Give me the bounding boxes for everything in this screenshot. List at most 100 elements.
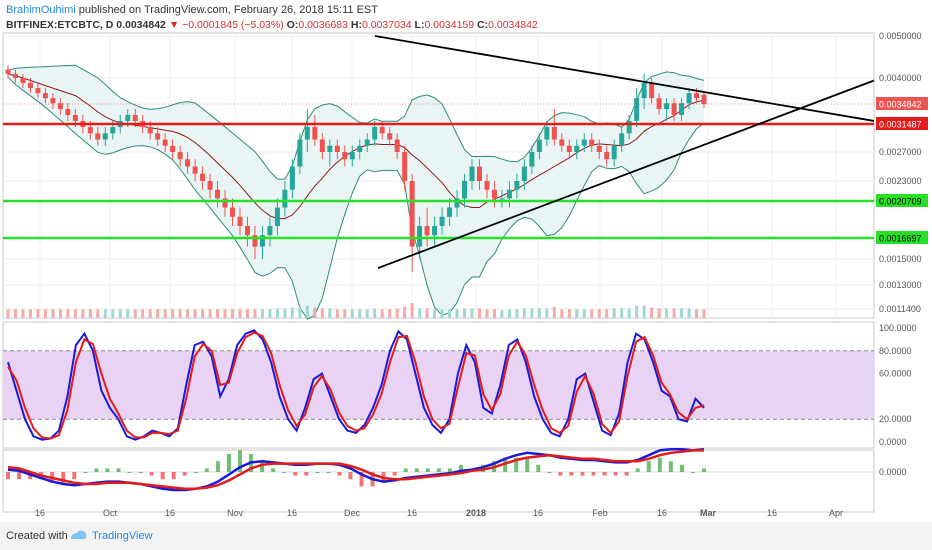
time-axis-label: 16: [165, 508, 175, 518]
volume-bar: [223, 309, 227, 318]
volume-bar: [365, 309, 369, 318]
tradingview-brand-link[interactable]: TradingView: [92, 530, 153, 542]
macd-histogram-bar: [447, 468, 452, 472]
candle-body: [297, 139, 303, 167]
candle-body: [491, 189, 497, 199]
candle-body: [259, 235, 265, 247]
volume-bar: [178, 309, 182, 318]
macd-histogram-bar: [348, 472, 353, 480]
time-axis-label: 16: [407, 508, 417, 518]
volume-bar: [433, 309, 437, 318]
stochastic-axis-label: 80.0000: [879, 346, 912, 356]
volume-bar: [305, 305, 309, 318]
candle-body: [57, 103, 63, 110]
volume-bar: [642, 305, 646, 318]
candle-body: [244, 225, 250, 236]
time-axis-label: 2018: [466, 508, 486, 518]
volume-bar: [485, 309, 489, 318]
volume-bar: [73, 309, 77, 318]
volume-bar: [148, 309, 152, 318]
volume-bar: [343, 309, 347, 318]
volume-bar: [448, 309, 452, 318]
candle-body: [432, 225, 438, 236]
volume-bar: [522, 308, 526, 318]
candle-body: [634, 98, 640, 121]
candle-body: [110, 127, 116, 134]
candle-body: [566, 145, 572, 152]
volume-bar: [6, 309, 10, 318]
volume-bar: [455, 309, 459, 318]
macd-histogram-bar: [315, 472, 320, 473]
candle-body: [499, 198, 505, 200]
volume-bar: [328, 308, 332, 318]
macd-histogram-bar: [260, 461, 265, 472]
macd-histogram-bar: [547, 472, 552, 473]
open-label: O:: [286, 19, 299, 31]
last-price: 0.0034842: [116, 19, 166, 31]
volume-bar: [58, 309, 62, 318]
volume-bar: [260, 309, 264, 318]
volume-bar: [373, 308, 377, 318]
volume-bar: [111, 309, 115, 318]
volume-bar: [665, 308, 669, 318]
candle-body: [5, 69, 11, 74]
macd-histogram-bar: [525, 457, 530, 472]
stochastic-axis-label: 60.0000: [879, 369, 912, 379]
time-axis-label: Nov: [227, 508, 244, 518]
candle-body: [289, 166, 295, 190]
candle-body: [42, 93, 48, 99]
macd-histogram-bar: [414, 468, 419, 472]
volume-bar: [320, 308, 324, 318]
volume-bar: [118, 309, 122, 318]
volume-bar: [81, 309, 85, 318]
macd-histogram-bar: [204, 468, 209, 472]
macd-frame: [2, 449, 875, 513]
symbol-name: BITFINEX:ETCBTC, D: [6, 19, 114, 31]
macd-histogram-bar: [679, 464, 684, 472]
candle-body: [364, 139, 370, 146]
volume-bar: [253, 309, 257, 318]
candle-body: [312, 127, 318, 140]
volume-bar: [133, 309, 137, 318]
candle-body: [641, 83, 647, 99]
price-change: −0.0001845 (−5.03%): [182, 19, 284, 31]
candle-body: [27, 83, 33, 89]
candle-body: [267, 225, 273, 236]
volume-bar: [313, 307, 317, 318]
candle-body: [581, 139, 587, 146]
footer-bar: Created with TradingView: [0, 522, 932, 550]
macd-histogram-bar: [558, 472, 563, 476]
macd-histogram-bar: [6, 472, 10, 480]
volume-bar: [492, 309, 496, 318]
author-link[interactable]: BrahimOuhimi: [6, 4, 76, 16]
candle-body: [686, 93, 692, 104]
volume-bar: [13, 309, 17, 318]
macd-histogram-bar: [602, 472, 607, 476]
macd-histogram-bar: [138, 472, 143, 473]
bollinger-upper-line: [7, 64, 705, 180]
candle-body: [476, 166, 482, 181]
candle-body: [207, 181, 213, 190]
candle-body: [604, 152, 610, 160]
candle-body: [274, 207, 280, 226]
last-price-tag: [876, 97, 928, 110]
macd-histogram-bar: [657, 457, 662, 472]
candle-body: [327, 145, 333, 152]
chart-canvas[interactable]: 0.0050000 0.0040000 0.0034842 0.0031487 0.00…: [0, 0, 932, 522]
candle-body: [521, 166, 527, 181]
stochastic-pane: 100.0000 80.0000 60.0000 20.0000 0.0000: [2, 321, 917, 449]
time-axis-label: Apr: [829, 508, 843, 518]
candle-body: [379, 127, 385, 134]
volume-bar: [477, 308, 481, 318]
volume-bar: [560, 309, 564, 318]
macd-histogram-bar: [94, 468, 99, 472]
candle-body: [125, 114, 131, 121]
close-label: C:: [477, 19, 489, 31]
volume-bar: [567, 309, 571, 318]
candle-body: [454, 198, 460, 208]
candle-body: [252, 235, 258, 247]
stochastic-axis-label: 0.0000: [879, 437, 907, 447]
macd-histogram-bar: [646, 461, 651, 472]
volume-bar: [350, 309, 354, 318]
volume-bar: [216, 309, 220, 318]
